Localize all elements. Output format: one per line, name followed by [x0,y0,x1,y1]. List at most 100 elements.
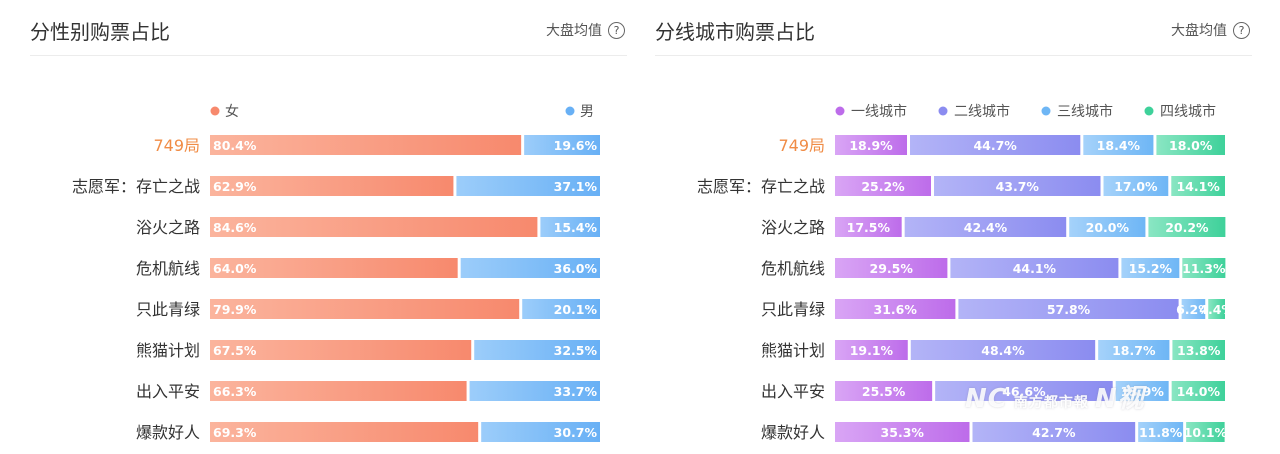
bar-segment[interactable] [1069,217,1146,237]
legend-label: 三线城市 [1057,103,1113,120]
bar-segment[interactable] [835,422,970,442]
bar-row[interactable]: 爆款好人 69.3% 30.7% [136,422,600,442]
bar-segment[interactable] [835,299,956,319]
bar-segment[interactable] [1171,176,1225,196]
bar-segment[interactable] [210,381,467,401]
bar-segment[interactable] [210,340,472,360]
question-circle-icon[interactable]: ? [608,21,625,39]
bar-segment[interactable] [469,381,600,401]
value-label: 80.4% [213,138,257,153]
category-label: 熊猫计划 [761,341,825,360]
legend-item[interactable]: 三线城市 [1041,103,1114,120]
bar-segment[interactable] [835,135,908,155]
bar-segment[interactable] [1098,340,1170,360]
bar-segment[interactable] [904,217,1067,237]
value-label: 15.2% [1129,261,1173,276]
bar-segment[interactable] [1182,258,1226,278]
bar-row[interactable]: 只此青绿 79.9% 20.1% [136,299,600,319]
legend-label: 一线城市 [851,103,907,120]
legend-label: 四线城市 [1160,103,1216,120]
value-label: 17.0% [1114,179,1158,194]
bar-segment[interactable] [522,299,600,319]
category-label: 爆款好人 [761,423,825,442]
bar-segment[interactable] [1156,135,1225,155]
bar-segment[interactable] [950,258,1119,278]
bar-segment[interactable] [910,135,1081,155]
bar-segment[interactable] [1181,299,1206,319]
bar-segment[interactable] [1115,381,1169,401]
bar-row[interactable]: 志愿军：存亡之战 62.9% 37.1% [72,176,600,196]
bar-segment[interactable] [1083,135,1154,155]
legend-item[interactable]: 男 [565,104,595,120]
legend-dot [565,106,575,116]
value-label: 10.1% [1184,425,1228,440]
watermark-right: N视 [1094,384,1145,414]
bar-row[interactable]: 749局 18.9% 44.7% 18.4% 18.0% [778,135,1225,155]
bar-segment[interactable] [210,135,522,155]
bar-segment[interactable] [972,422,1136,442]
bar-segment[interactable] [835,381,933,401]
bar-segment[interactable] [835,340,908,360]
category-label: 熊猫计划 [136,341,200,360]
value-label: 37.1% [554,179,598,194]
value-label: 11.3% [1182,261,1226,276]
bar-row[interactable]: 浴火之路 84.6% 15.4% [136,217,600,237]
value-label: 13.9% [1120,384,1164,399]
bar-segment[interactable] [1171,381,1225,401]
legend-dot [1144,106,1154,116]
bar-row[interactable]: 浴火之路 17.5% 42.4% 20.0% 20.2% [761,217,1226,237]
bar-segment[interactable] [210,258,458,278]
bar-segment[interactable] [210,176,454,196]
bar-segment[interactable] [210,422,479,442]
bar-segment[interactable] [910,340,1096,360]
bar-row[interactable]: 爆款好人 35.3% 42.7% 11.8% 10.1% [761,422,1228,442]
bar-segment[interactable] [1121,258,1180,278]
bar-segment[interactable] [210,299,520,319]
bar-row[interactable]: 危机航线 29.5% 44.1% 15.2% 11.3% [761,258,1226,278]
bar-segment[interactable] [1103,176,1169,196]
bar-segment[interactable] [1208,299,1225,319]
category-label: 出入平安 [761,382,825,401]
bar-segment[interactable] [835,217,902,237]
bar-segment[interactable] [1186,422,1225,442]
bar-row[interactable]: 熊猫计划 19.1% 48.4% 18.7% 13.8% [761,340,1225,360]
legend-item[interactable]: 四线城市 [1144,103,1217,120]
bar-row[interactable]: 只此青绿 31.6% 57.8% 6.2%4.4% [761,299,1234,319]
bar-segment[interactable] [958,299,1179,319]
question-circle-icon[interactable]: ? [1233,21,1250,39]
bar-segment[interactable] [210,217,538,237]
bar-segment[interactable] [1172,340,1225,360]
bar-segment[interactable] [934,176,1101,196]
bar-segment[interactable] [935,381,1113,401]
market-average-toggle[interactable]: 大盘均值 ? [546,20,625,40]
value-label: 4.4% [1199,302,1234,317]
bar-segment[interactable] [1138,422,1184,442]
category-label: 危机航线 [136,259,200,278]
value-label: 13.8% [1177,343,1221,358]
bar-segment[interactable] [835,176,932,196]
bar-row[interactable]: 危机航线 64.0% 36.0% [136,258,600,278]
bar-row[interactable]: 出入平安 66.3% 33.7% [136,381,600,401]
category-label: 749局 [778,136,825,155]
market-average-toggle[interactable]: 大盘均值 ? [1171,20,1250,40]
bar-row[interactable]: 志愿军：存亡之战 25.2% 43.7% 17.0% 14.1% [697,176,1225,196]
bar-row[interactable]: 出入平安 25.5% 46.6% 13.9% 14.0% [761,381,1225,401]
value-label: 17.5% [847,220,891,235]
bar-row[interactable]: 熊猫计划 67.5% 32.5% [136,340,600,360]
bar-segment[interactable] [1148,217,1226,237]
bar-segment[interactable] [474,340,600,360]
bar-segment[interactable] [456,176,600,196]
value-label: 31.6% [874,302,918,317]
bar-segment[interactable] [540,217,600,237]
bar-segment[interactable] [481,422,600,442]
legend-item[interactable]: 一线城市 [835,103,908,120]
value-label: 25.5% [862,384,906,399]
legend-dot [210,106,220,116]
bar-segment[interactable] [460,258,600,278]
bar-segment[interactable] [835,258,948,278]
bar-segment[interactable] [524,135,600,155]
watermark-logo-text: 南方都市報 [1013,395,1089,411]
bar-row[interactable]: 749局 80.4% 19.6% [153,135,600,155]
legend-item[interactable]: 二线城市 [938,103,1011,120]
legend-item[interactable]: 女 [210,103,240,120]
